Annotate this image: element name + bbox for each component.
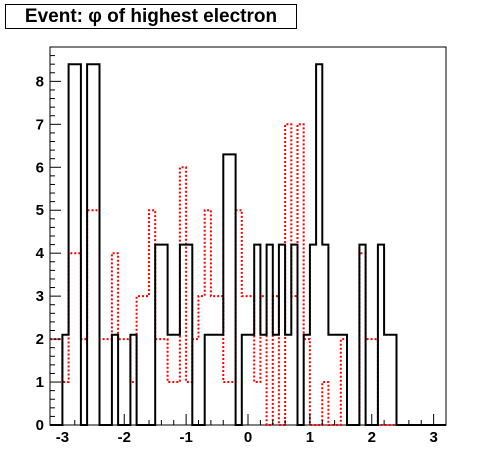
x-tick-label: -1 (179, 429, 192, 446)
x-tick-label: 0 (244, 429, 252, 446)
series-red-dotted (50, 123, 446, 426)
y-tick-label: 4 (36, 245, 45, 262)
y-tick-label: 7 (36, 116, 44, 133)
plot-frame (49, 46, 447, 426)
axes: -3 -2 -1 0 1 2 3 0 1 2 3 4 5 6 7 8 (36, 55, 447, 446)
x-tick-label: 3 (429, 429, 437, 446)
y-tick-label: 5 (36, 202, 44, 219)
x-tick-label: 2 (368, 429, 376, 446)
chart-title: Event: φ of highest electron (5, 4, 297, 29)
y-tick-label: 3 (36, 288, 44, 305)
y-tick-label: 6 (36, 159, 44, 176)
x-tick-label: -2 (118, 429, 131, 446)
series-black-solid (50, 63, 446, 426)
black-histogram-line (50, 63, 446, 426)
y-tick-label: 8 (36, 73, 44, 90)
y-tick-label: 1 (36, 374, 44, 391)
red-histogram-line (50, 123, 446, 426)
y-tick-label: 0 (36, 417, 44, 434)
x-tick-label: -3 (56, 429, 69, 446)
y-tick-label: 2 (36, 331, 44, 348)
x-tick-label: 1 (306, 429, 314, 446)
